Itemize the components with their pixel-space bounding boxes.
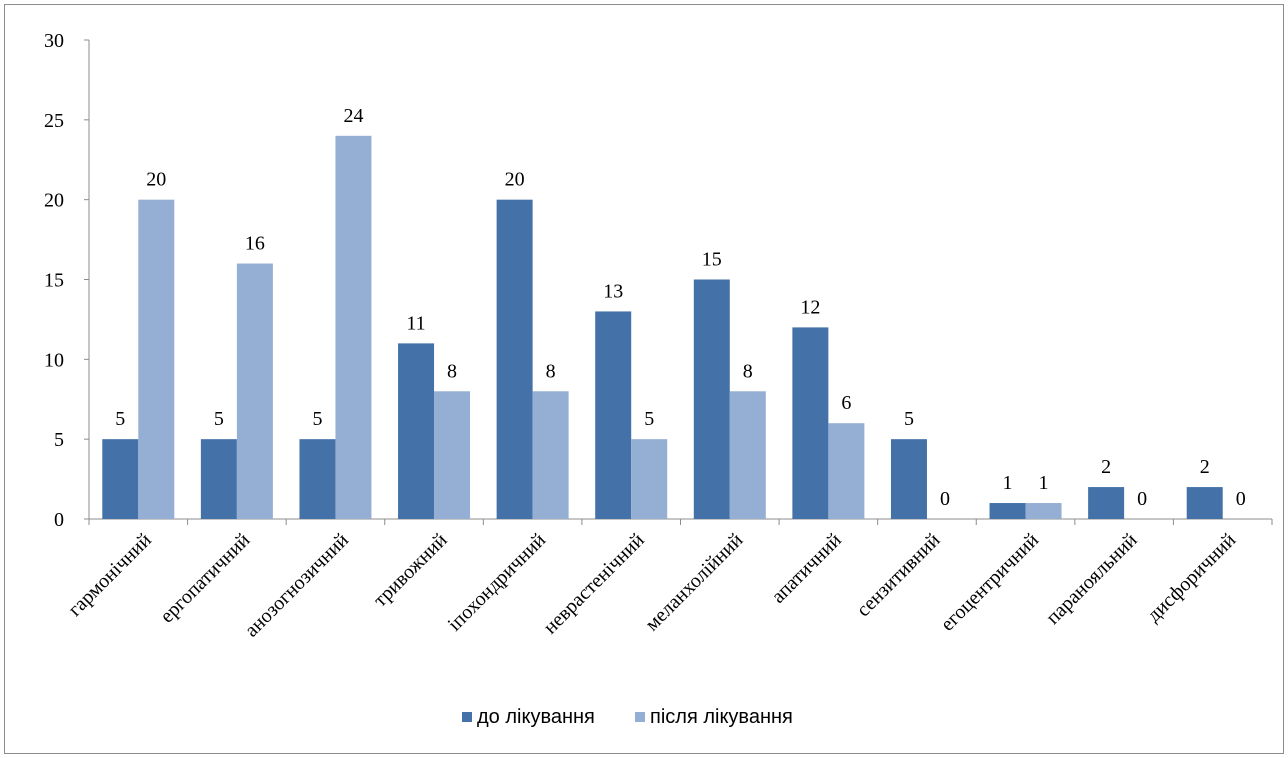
data-label-after-treatment: 20 [146, 169, 166, 191]
x-category-label: анозогнозичний [241, 529, 354, 642]
bar-after-treatment [532, 391, 569, 519]
data-label-before-treatment: 20 [505, 169, 525, 191]
data-label-after-treatment: 8 [546, 360, 556, 382]
data-label-before-treatment: 2 [1101, 456, 1111, 478]
data-label-after-treatment: 6 [841, 392, 851, 414]
bar-before-treatment [398, 343, 435, 519]
x-category-label: гармонічний [64, 529, 156, 621]
bar-after-treatment [138, 199, 175, 519]
bar-after-treatment [236, 263, 273, 519]
x-category-label: ергопатичний [156, 529, 255, 628]
bar-before-treatment [200, 439, 237, 519]
chart-frame [4, 4, 1284, 754]
y-tick-label: 25 [44, 110, 64, 132]
bar-before-treatment [693, 279, 730, 519]
legend-swatch-after-treatment [635, 712, 645, 722]
bar-before-treatment [1088, 487, 1125, 519]
data-label-after-treatment: 8 [743, 360, 753, 382]
data-label-after-treatment: 1 [1039, 472, 1049, 494]
bar-before-treatment [102, 439, 139, 519]
bar-after-treatment [434, 391, 471, 519]
bar-before-treatment [792, 327, 829, 519]
bar-before-treatment [299, 439, 336, 519]
legend-label-before-treatment: до лікування [477, 706, 595, 728]
bar-before-treatment [496, 199, 533, 519]
data-label-after-treatment: 0 [940, 488, 950, 510]
bar-after-treatment [1025, 503, 1062, 519]
y-tick-label: 20 [44, 190, 64, 212]
data-label-before-treatment: 1 [1003, 472, 1013, 494]
data-label-before-treatment: 13 [603, 280, 623, 302]
x-category-label: тривожний [369, 529, 452, 612]
legend-swatch-before-treatment [462, 712, 472, 722]
legend-label-after-treatment: після лікування [650, 706, 793, 728]
bar-before-treatment [890, 439, 927, 519]
bar-before-treatment [1186, 487, 1223, 519]
x-category-label: дисфоричний [1143, 529, 1241, 627]
data-label-before-treatment: 15 [702, 249, 722, 271]
data-label-before-treatment: 12 [800, 296, 820, 318]
data-label-after-treatment: 8 [447, 360, 457, 382]
bar-after-treatment [828, 423, 865, 519]
x-category-label: паранояльний [1042, 529, 1142, 629]
x-category-label: сензитивний [852, 529, 944, 621]
data-label-before-treatment: 11 [406, 312, 425, 334]
y-tick-label: 0 [54, 509, 64, 531]
bar-after-treatment [335, 135, 372, 520]
data-label-before-treatment: 5 [312, 408, 322, 430]
x-category-label: апатичний [767, 529, 846, 608]
data-label-after-treatment: 0 [1137, 488, 1147, 510]
data-label-after-treatment: 16 [245, 233, 265, 255]
y-tick-label: 10 [44, 349, 64, 371]
data-label-before-treatment: 5 [904, 408, 914, 430]
bar-after-treatment [631, 439, 668, 519]
data-label-before-treatment: 5 [115, 408, 125, 430]
bar-before-treatment [989, 503, 1026, 519]
x-category-label: меланхолійний [641, 529, 748, 636]
x-category-label: неврастенічний [539, 529, 649, 639]
y-tick-label: 5 [54, 429, 64, 451]
data-label-after-treatment: 0 [1236, 488, 1246, 510]
data-label-before-treatment: 5 [214, 408, 224, 430]
bar-before-treatment [595, 311, 632, 519]
bar-after-treatment [729, 391, 766, 519]
x-category-label: іпохондричний [444, 529, 551, 636]
data-label-after-treatment: 5 [644, 408, 654, 430]
y-tick-label: 15 [44, 270, 64, 292]
data-label-after-treatment: 24 [343, 105, 363, 127]
x-category-label: егоцентричний [936, 529, 1043, 636]
y-tick-label: 30 [44, 30, 64, 52]
data-label-before-treatment: 2 [1200, 456, 1210, 478]
